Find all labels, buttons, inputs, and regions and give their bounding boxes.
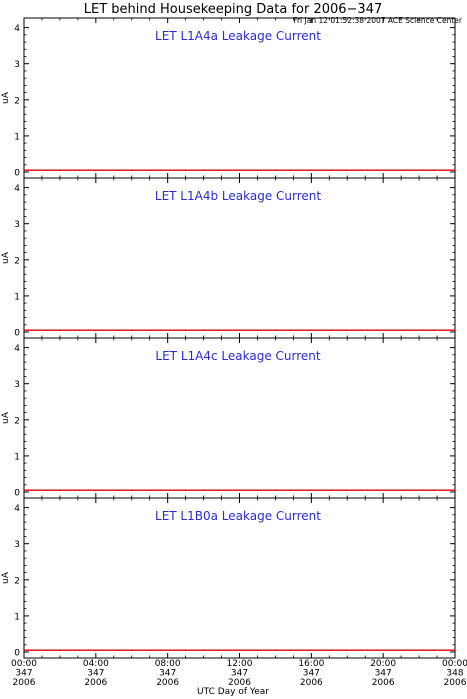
y-axis-label: uA	[1, 571, 11, 584]
y-tick-label: 3	[14, 380, 20, 390]
chart-panel-4: 0 1 2 3 4 uA LET L1B0a Leakage Current	[1, 497, 456, 659]
y-tick-label: 3	[14, 60, 20, 70]
x-tick-label: 00:00 348 2006	[442, 659, 467, 688]
y-tick-label: 4	[14, 504, 20, 514]
y-tick-label: 1	[14, 612, 20, 622]
chart-panel-3: 0 1 2 3 4 uA LET L1A4c Leakage Current	[1, 337, 456, 499]
y-tick-label: 2	[14, 256, 20, 266]
chart-panel-1: 0 1 2 3 4 uA LET L1A4a Leakage Current	[1, 17, 456, 179]
y-tick-label: 2	[14, 96, 20, 106]
y-tick-label: 2	[14, 416, 20, 426]
y-tick-label: 1	[14, 132, 20, 142]
y-tick-label: 3	[14, 220, 20, 230]
x-tick-label: 08:00 347 2006	[155, 659, 181, 688]
x-tick-label: 20:00 347 2006	[370, 659, 396, 688]
panel-title: LET L1A4c Leakage Current	[155, 349, 320, 363]
y-tick-label: 3	[14, 540, 20, 550]
y-tick-label: 1	[14, 452, 20, 462]
y-tick-label: 4	[14, 344, 20, 354]
y-tick-label: 0	[14, 489, 20, 499]
y-tick-label: 4	[14, 24, 20, 34]
chart-panel-2: 0 1 2 3 4 uA LET L1A4b Leakage Current	[1, 177, 456, 339]
x-tick-label: 00:00 347 2006	[11, 659, 37, 688]
y-axis-label: uA	[1, 251, 11, 264]
y-tick-label: 2	[14, 576, 20, 586]
panel-title: LET L1A4b Leakage Current	[155, 189, 321, 203]
x-tick-label: 12:00 347 2006	[227, 659, 253, 688]
x-axis: 00:00 347 2006 04:00 347 2006 08:00 347 2006 12:0…	[11, 659, 467, 688]
figure-subtitle: Fri Jan 12 01:52:38 2007 ACE Science Cen…	[293, 16, 463, 25]
panel-title: LET L1A4a Leakage Current	[155, 29, 321, 43]
x-axis-label: UTC Day of Year	[197, 687, 269, 697]
y-tick-label: 0	[14, 169, 20, 179]
figure-title: LET behind Housekeeping Data for 2006−34…	[84, 2, 383, 17]
y-axis-label: uA	[1, 411, 11, 424]
x-tick-label: 04:00 347 2006	[83, 659, 109, 688]
x-tick-label: 16:00 347 2006	[298, 659, 324, 688]
y-tick-label: 0	[14, 649, 20, 659]
y-tick-label: 1	[14, 292, 20, 302]
panels: 0 1 2 3 4 uA LET L1A4a Leakage Current 0 1 2 3 4 uA L…	[1, 17, 456, 659]
panel-title: LET L1B0a Leakage Current	[155, 509, 321, 523]
y-axis-label: uA	[1, 91, 11, 104]
y-tick-label: 4	[14, 184, 20, 194]
y-tick-label: 0	[14, 329, 20, 339]
